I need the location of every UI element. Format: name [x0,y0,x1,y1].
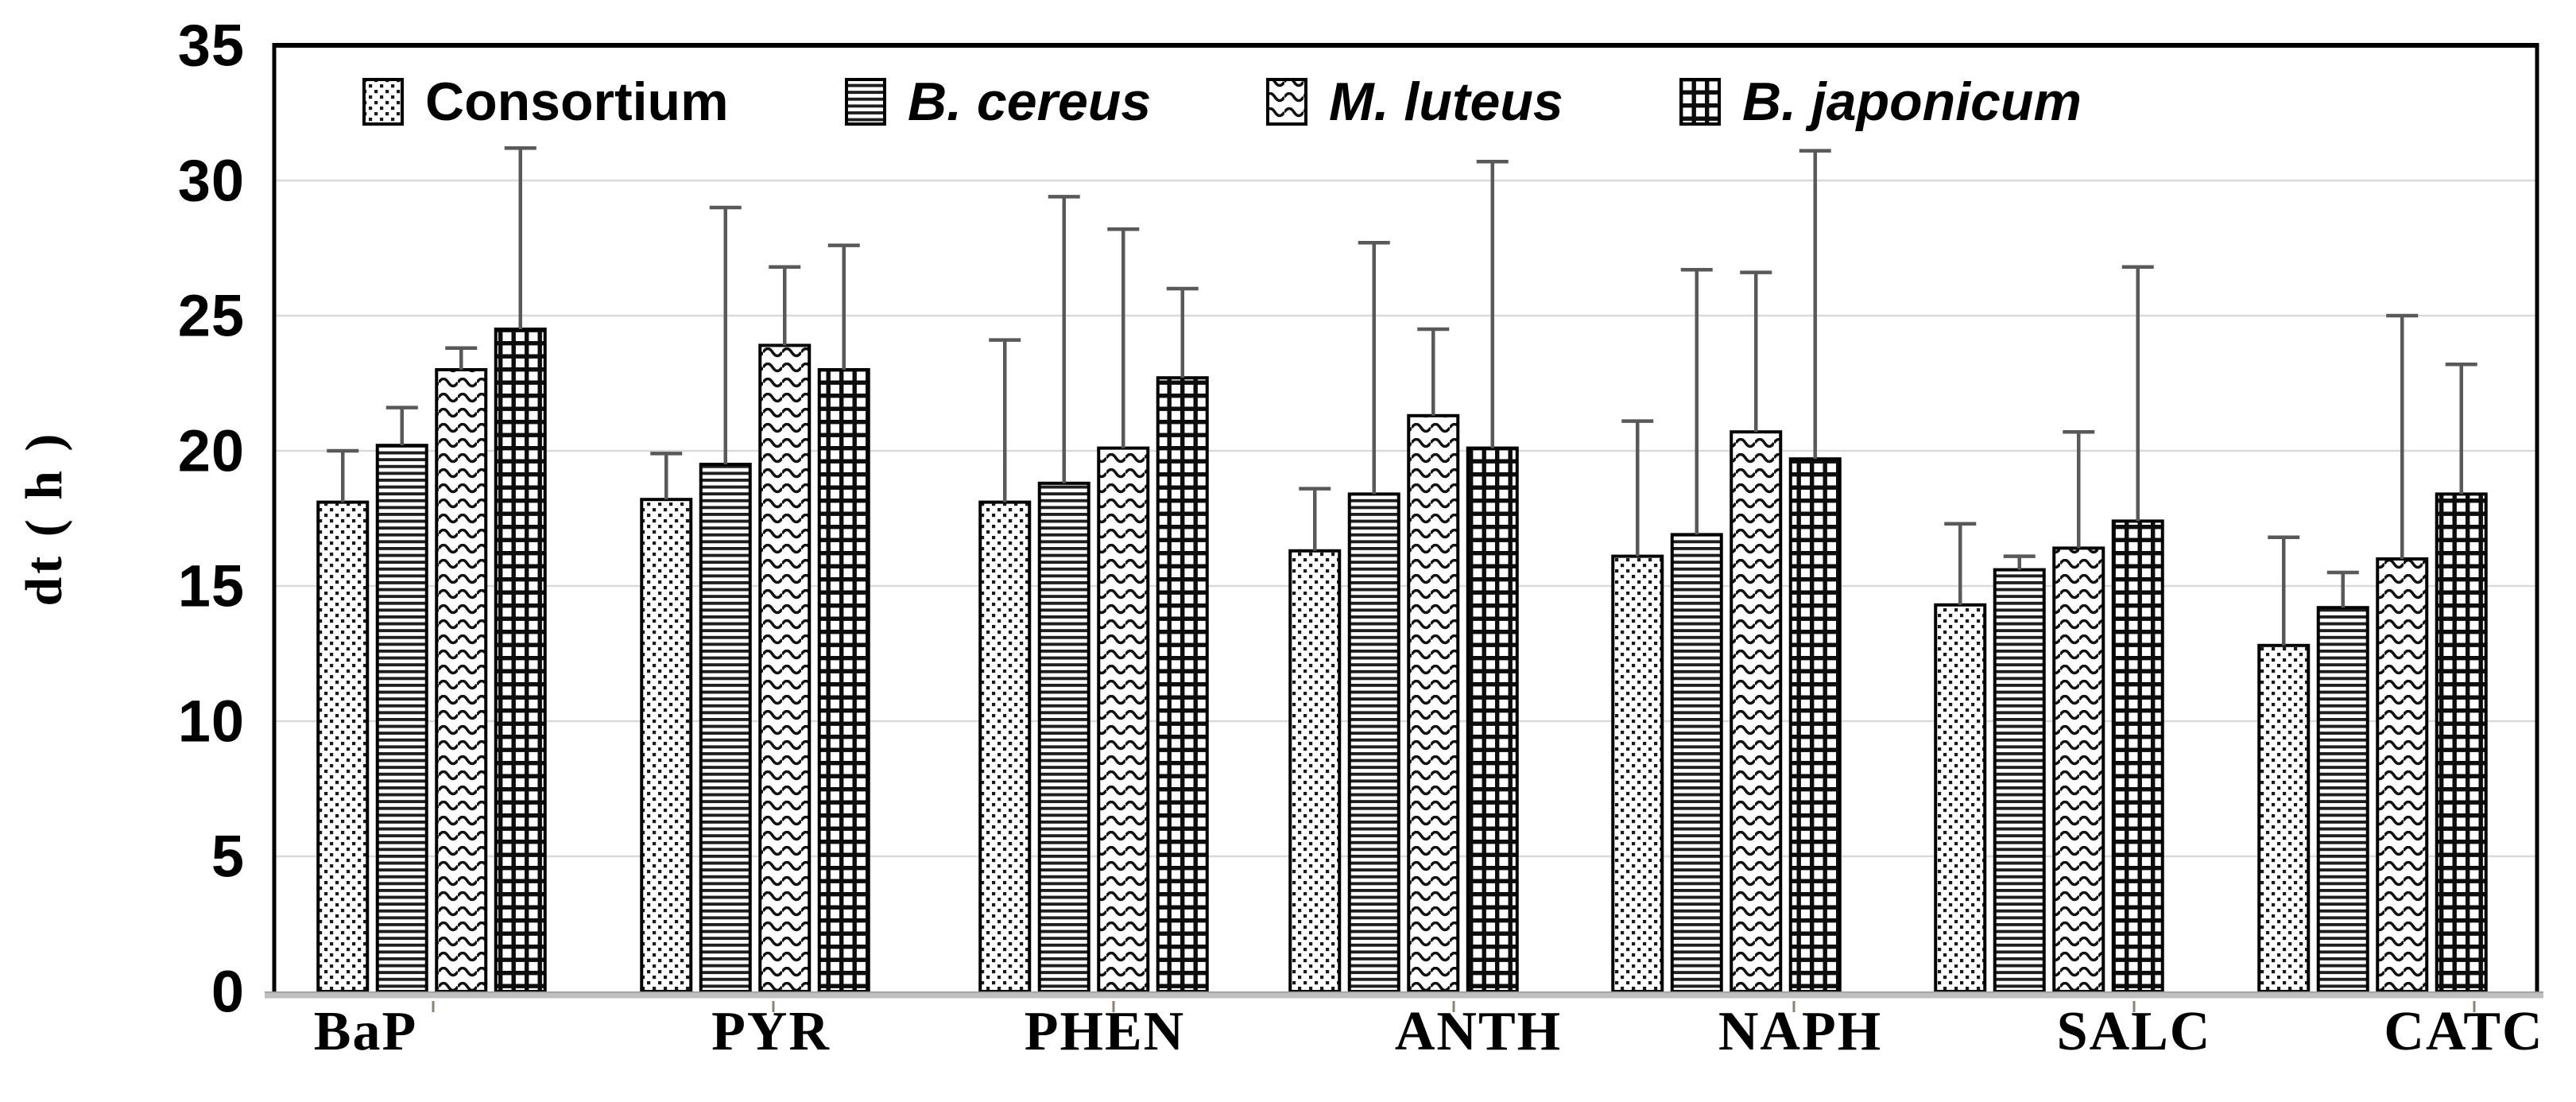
legend-label: B. japonicum [1742,72,2082,132]
x-label-catc: CATC [2384,1001,2544,1062]
x-label-anth: ANTH [1394,1001,1563,1062]
y-axis-title: dt ( h ) [15,430,73,607]
x-label-naph: NAPH [1718,1001,1883,1062]
legend-item-consortium: Consortium [362,71,729,133]
y-tick-label: 0 [211,958,245,1025]
legend-item-m-luteus: M. luteus [1265,71,1563,133]
y-tick-label: 15 [177,553,245,619]
m-luteus-pattern-swatch-icon [1266,78,1307,126]
b-japonicum-pattern-swatch-icon [1679,78,1721,126]
y-tick-label: 10 [177,688,245,755]
x-label-phen: PHEN [1024,1001,1186,1062]
b-cereus-pattern-swatch-icon [845,78,886,126]
x-label-salc: SALC [2056,1001,2212,1062]
legend-label: Consortium [425,72,729,132]
y-tick-label: 35 [177,12,245,79]
y-tick-label: 5 [211,823,245,890]
x-label-bap: BaP [313,1001,418,1062]
legend-item-b-japonicum: B. japonicum [1679,71,2082,133]
x-label-pyr: PYR [711,1001,831,1062]
bars-and-axes [265,43,2543,1012]
y-tick-label: 20 [177,417,245,484]
y-tick-label: 25 [177,282,245,349]
consortium-pattern-swatch-icon [362,78,404,126]
y-tick-label: 30 [177,147,245,214]
legend-label: M. luteus [1329,72,1563,132]
legend-item-b-cereus: B. cereus [844,71,1151,133]
legend-label: B. cereus [908,72,1152,132]
